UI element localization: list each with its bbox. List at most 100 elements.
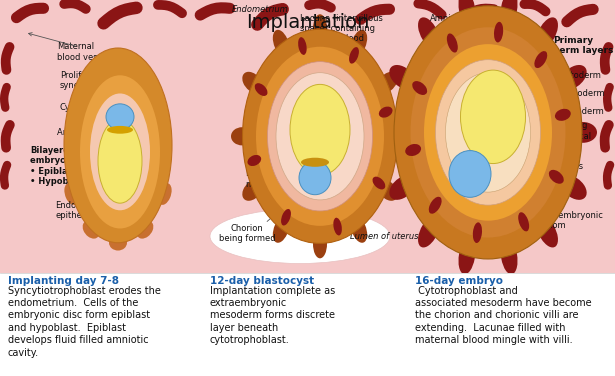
Ellipse shape	[247, 155, 261, 166]
Ellipse shape	[313, 14, 327, 43]
Text: Yolk sac: Yolk sac	[255, 145, 288, 154]
Ellipse shape	[82, 221, 100, 239]
Text: Lacuna (intervillous
space) containing
maternal blood: Lacuna (intervillous space) containing m…	[300, 14, 383, 44]
Ellipse shape	[273, 217, 289, 243]
Ellipse shape	[501, 238, 518, 274]
Ellipse shape	[387, 127, 409, 146]
Text: 16-day embryo: 16-day embryo	[415, 276, 503, 286]
Ellipse shape	[64, 48, 172, 243]
Text: • Endoderm: • Endoderm	[553, 107, 604, 116]
Ellipse shape	[80, 75, 160, 229]
Text: Extraembryonic
coelom: Extraembryonic coelom	[536, 211, 603, 230]
Ellipse shape	[378, 180, 398, 201]
Ellipse shape	[447, 33, 458, 53]
Text: Lumen of uterus: Lumen of uterus	[350, 232, 418, 241]
Ellipse shape	[298, 37, 307, 55]
Ellipse shape	[373, 177, 385, 190]
Ellipse shape	[333, 218, 342, 235]
Ellipse shape	[231, 127, 253, 146]
Text: Amnion: Amnion	[270, 102, 302, 111]
Ellipse shape	[158, 183, 172, 205]
Text: Bilayered
embryonic disc
• Epiblast
• Hypoblast: Bilayered embryonic disc • Epiblast • Hy…	[30, 146, 101, 186]
Ellipse shape	[210, 209, 390, 264]
Ellipse shape	[429, 197, 442, 214]
Ellipse shape	[268, 62, 373, 211]
Text: Cytotrophoblast: Cytotrophoblast	[60, 103, 127, 112]
Ellipse shape	[107, 126, 133, 134]
Ellipse shape	[276, 73, 364, 200]
Ellipse shape	[445, 73, 531, 192]
Text: Proliferating
syncytiotrophoblast: Proliferating syncytiotrophoblast	[60, 71, 143, 90]
Ellipse shape	[418, 216, 440, 247]
Ellipse shape	[242, 72, 263, 93]
Ellipse shape	[242, 180, 263, 201]
Ellipse shape	[405, 144, 421, 156]
Ellipse shape	[549, 170, 564, 184]
Ellipse shape	[536, 17, 558, 49]
Ellipse shape	[351, 30, 367, 56]
Ellipse shape	[281, 209, 291, 226]
Text: Syncytiotrophoblast erodes the
endometrium.  Cells of the
embryonic disc form ep: Syncytiotrophoblast erodes the endometri…	[8, 286, 161, 358]
Ellipse shape	[461, 70, 525, 164]
Ellipse shape	[412, 81, 427, 95]
Ellipse shape	[560, 65, 587, 89]
Text: Amniotic
cavity: Amniotic cavity	[429, 14, 467, 33]
Ellipse shape	[518, 212, 529, 231]
Text: Chorion: Chorion	[285, 82, 318, 91]
Text: Cytotrophoblast and
associated mesoderm have become
the chorion and chorionic vi: Cytotrophoblast and associated mesoderm …	[415, 286, 592, 345]
Ellipse shape	[106, 104, 134, 130]
Ellipse shape	[494, 22, 503, 42]
Ellipse shape	[90, 94, 150, 210]
Ellipse shape	[569, 122, 597, 143]
Text: Endometrial
epithelium: Endometrial epithelium	[55, 200, 106, 220]
Ellipse shape	[299, 161, 331, 195]
Ellipse shape	[273, 30, 289, 56]
Text: Implantation complete as
extraembryonic
mesoderm forms discrete
layer beneath
cy: Implantation complete as extraembryonic …	[210, 286, 335, 345]
Ellipse shape	[378, 72, 398, 93]
Text: 12-day blastocyst: 12-day blastocyst	[210, 276, 314, 286]
Ellipse shape	[109, 235, 127, 250]
Ellipse shape	[98, 119, 142, 203]
Ellipse shape	[435, 60, 541, 205]
Ellipse shape	[242, 29, 397, 243]
Ellipse shape	[555, 109, 571, 121]
Ellipse shape	[560, 175, 587, 200]
Text: • Mesoderm: • Mesoderm	[553, 89, 605, 98]
Ellipse shape	[65, 183, 78, 205]
Text: Forming
umbilical
cord: Forming umbilical cord	[553, 121, 591, 151]
Ellipse shape	[458, 238, 475, 274]
Ellipse shape	[379, 122, 407, 143]
Ellipse shape	[418, 17, 440, 49]
Ellipse shape	[501, 0, 518, 26]
Ellipse shape	[449, 150, 491, 197]
Ellipse shape	[313, 230, 327, 258]
Ellipse shape	[473, 222, 482, 243]
Text: Implantation: Implantation	[246, 13, 369, 32]
Ellipse shape	[349, 47, 359, 64]
Ellipse shape	[137, 221, 153, 239]
Ellipse shape	[536, 216, 558, 247]
Text: Chorionic villus: Chorionic villus	[295, 63, 359, 72]
Ellipse shape	[256, 47, 384, 226]
Text: Endometrium: Endometrium	[232, 5, 289, 14]
Ellipse shape	[255, 83, 268, 96]
Text: Primary
germ layers: Primary germ layers	[553, 36, 613, 55]
Text: Chorion
being formed: Chorion being formed	[219, 224, 276, 243]
Ellipse shape	[290, 84, 350, 175]
Text: Implanting day 7-8: Implanting day 7-8	[8, 276, 119, 286]
Ellipse shape	[394, 6, 582, 259]
Ellipse shape	[410, 27, 566, 238]
Ellipse shape	[379, 106, 392, 118]
Ellipse shape	[534, 51, 547, 68]
Text: Amniotic cavity: Amniotic cavity	[57, 128, 122, 137]
Ellipse shape	[389, 175, 416, 200]
Ellipse shape	[351, 217, 367, 243]
Text: Extraembryonic
mesoderm: Extraembryonic mesoderm	[245, 170, 312, 189]
Ellipse shape	[301, 158, 329, 167]
Text: Allantois: Allantois	[548, 162, 584, 171]
Ellipse shape	[458, 0, 475, 26]
Ellipse shape	[424, 44, 552, 221]
Text: Maternal
blood vessels: Maternal blood vessels	[57, 42, 114, 62]
Text: • Ectoderm: • Ectoderm	[553, 71, 601, 80]
Ellipse shape	[389, 65, 416, 89]
